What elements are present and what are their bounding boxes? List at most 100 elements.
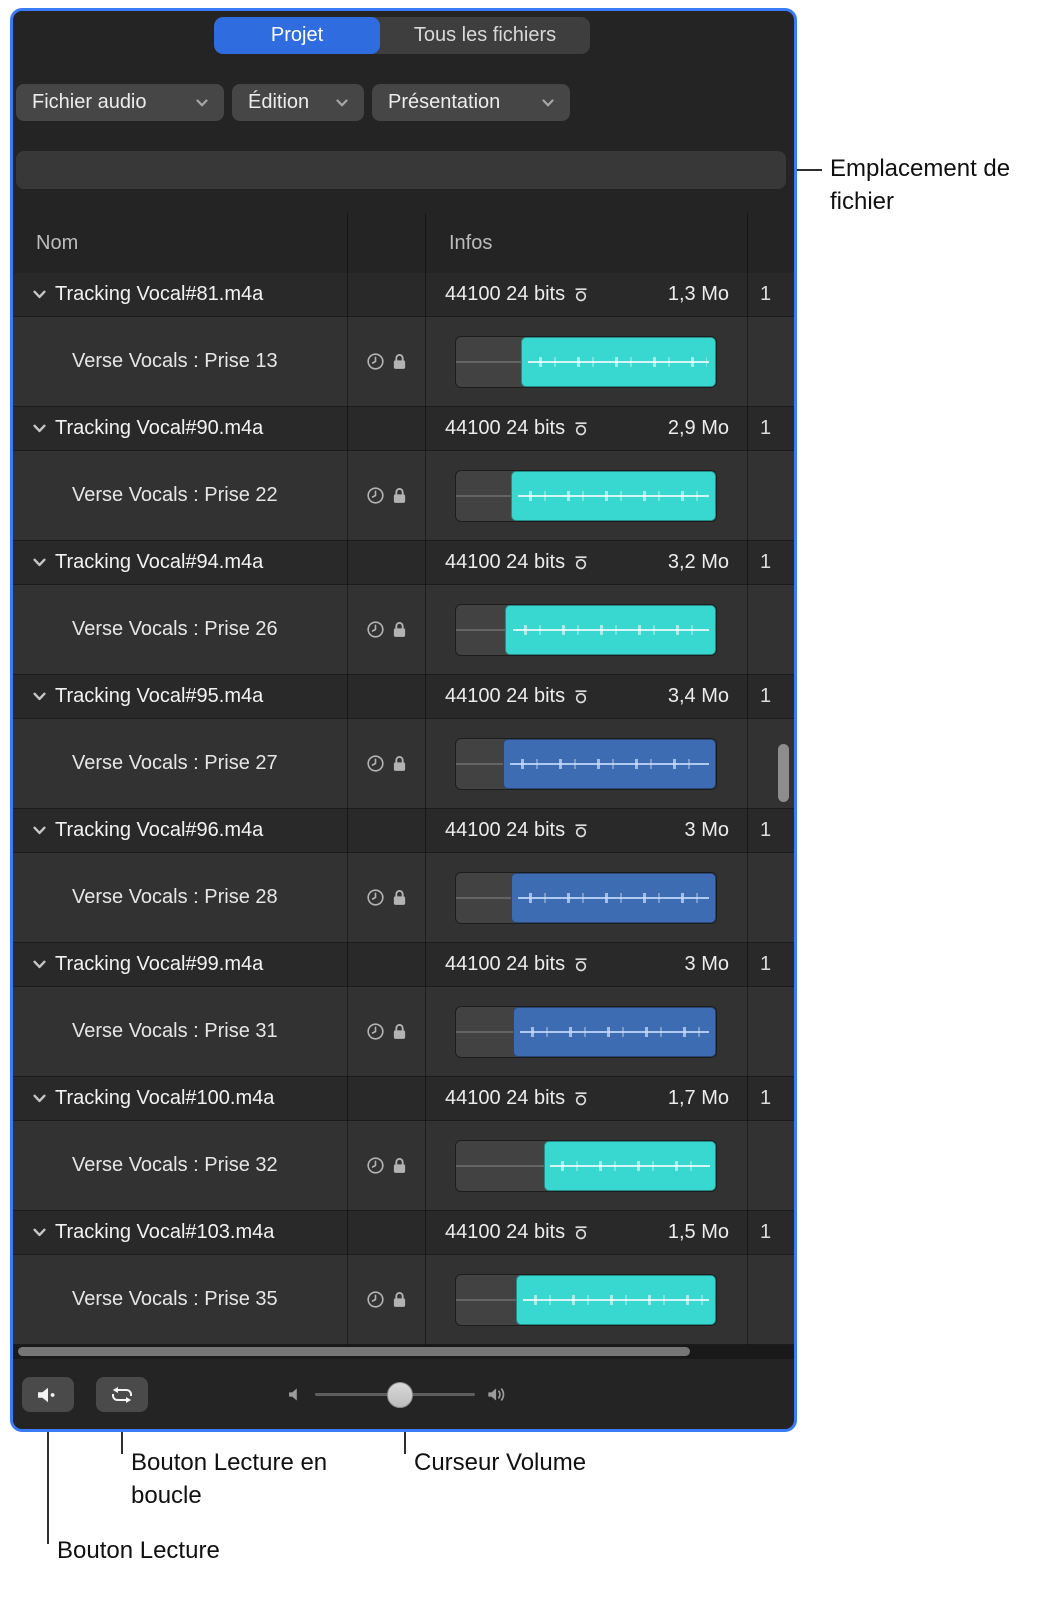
waveform-region bbox=[510, 470, 716, 521]
waveform-thumbnail[interactable] bbox=[455, 469, 717, 522]
waveform-thumbnail[interactable] bbox=[455, 335, 717, 388]
take-name: Verse Vocals : Prise 35 bbox=[72, 1288, 278, 1310]
file-name: Tracking Vocal#90.m4a bbox=[55, 417, 264, 439]
menu-bar: Fichier audio Édition Présentation bbox=[16, 84, 570, 121]
menu-edition-label: Édition bbox=[248, 91, 310, 113]
chevron-down-icon[interactable] bbox=[33, 1228, 46, 1237]
sample-format: 44100 24 bits bbox=[445, 953, 566, 975]
horizontal-scrollbar[interactable] bbox=[13, 1345, 794, 1359]
file-name: Tracking Vocal#103.m4a bbox=[55, 1221, 275, 1243]
take-row[interactable]: Verse Vocals : Prise 27 bbox=[13, 719, 794, 809]
waveform-thumbnail[interactable] bbox=[455, 603, 717, 656]
clipped-cell: 1 bbox=[760, 953, 772, 975]
audio-file-row[interactable]: Tracking Vocal#81.m4a 44100 24 bits 1,3 … bbox=[13, 273, 794, 317]
tab-tous-les-fichiers[interactable]: Tous les fichiers bbox=[413, 24, 557, 46]
bit-depth-icon bbox=[573, 1091, 589, 1106]
waveform-thumbnail[interactable] bbox=[455, 1273, 717, 1326]
take-row[interactable]: Verse Vocals : Prise 35 bbox=[13, 1255, 794, 1345]
waveform-region bbox=[521, 336, 716, 387]
clock-icon bbox=[366, 1290, 385, 1309]
loop-playback-button[interactable] bbox=[96, 1377, 148, 1412]
file-size: 1,5 Mo bbox=[667, 1221, 729, 1243]
take-row[interactable]: Verse Vocals : Prise 31 bbox=[13, 987, 794, 1077]
file-name: Tracking Vocal#96.m4a bbox=[55, 819, 264, 841]
chevron-down-icon[interactable] bbox=[33, 1094, 46, 1103]
sample-format: 44100 24 bits bbox=[445, 283, 566, 305]
waveform-thumbnail[interactable] bbox=[455, 1139, 717, 1192]
waveform-pre-region bbox=[456, 1007, 514, 1057]
file-name: Tracking Vocal#99.m4a bbox=[55, 953, 264, 975]
bit-depth-icon bbox=[573, 689, 589, 704]
waveform-region bbox=[544, 1140, 716, 1191]
menu-edition[interactable]: Édition bbox=[232, 84, 364, 121]
callout-play-button: Bouton Lecture bbox=[57, 1537, 220, 1564]
clock-icon bbox=[366, 352, 385, 371]
column-header-nom[interactable]: Nom bbox=[36, 231, 79, 254]
volume-slider-knob[interactable] bbox=[386, 1381, 413, 1408]
take-row[interactable]: Verse Vocals : Prise 28 bbox=[13, 853, 794, 943]
take-row[interactable]: Verse Vocals : Prise 13 bbox=[13, 317, 794, 407]
menu-presentation[interactable]: Présentation bbox=[372, 84, 570, 121]
bit-depth-icon bbox=[573, 957, 589, 972]
audio-file-row[interactable]: Tracking Vocal#94.m4a 44100 24 bits 3,2 … bbox=[13, 541, 794, 585]
chevron-down-icon bbox=[542, 99, 554, 107]
clock-icon bbox=[366, 1156, 385, 1175]
volume-slider-track[interactable] bbox=[315, 1381, 475, 1408]
chevron-down-icon[interactable] bbox=[33, 424, 46, 433]
chevron-down-icon[interactable] bbox=[33, 558, 46, 567]
table-header: Nom Infos bbox=[13, 213, 794, 273]
take-row[interactable]: Verse Vocals : Prise 22 bbox=[13, 451, 794, 541]
clipped-cell: 1 bbox=[760, 551, 772, 573]
lock-icon bbox=[392, 1022, 407, 1041]
tab-projet[interactable]: Projet bbox=[214, 17, 380, 54]
audio-file-row[interactable]: Tracking Vocal#95.m4a 44100 24 bits 3,4 … bbox=[13, 675, 794, 719]
speaker-loud-icon bbox=[487, 1387, 509, 1402]
take-name: Verse Vocals : Prise 28 bbox=[72, 886, 278, 908]
lock-icon bbox=[392, 1290, 407, 1309]
clipped-cell: 1 bbox=[760, 1087, 772, 1109]
clipped-cell: 1 bbox=[760, 417, 772, 439]
take-row[interactable]: Verse Vocals : Prise 32 bbox=[13, 1121, 794, 1211]
chevron-down-icon[interactable] bbox=[33, 290, 46, 299]
audio-file-row[interactable]: Tracking Vocal#99.m4a 44100 24 bits 3 Mo… bbox=[13, 943, 794, 987]
waveform-region bbox=[513, 1006, 716, 1057]
waveform-pre-region bbox=[456, 739, 503, 789]
chevron-down-icon[interactable] bbox=[33, 960, 46, 969]
audio-file-row[interactable]: Tracking Vocal#90.m4a 44100 24 bits 2,9 … bbox=[13, 407, 794, 451]
callout-loop-button: Bouton Lecture en boucle bbox=[131, 1449, 328, 1509]
vertical-scrollbar-thumb[interactable] bbox=[778, 744, 789, 802]
take-name: Verse Vocals : Prise 26 bbox=[72, 618, 278, 640]
audio-file-row[interactable]: Tracking Vocal#100.m4a 44100 24 bits 1,7… bbox=[13, 1077, 794, 1121]
take-name: Verse Vocals : Prise 27 bbox=[72, 752, 278, 774]
column-header-infos[interactable]: Infos bbox=[449, 231, 493, 254]
file-size: 1,7 Mo bbox=[667, 1087, 729, 1109]
menu-fichier-audio[interactable]: Fichier audio bbox=[16, 84, 224, 121]
bit-depth-icon bbox=[573, 823, 589, 838]
audio-file-row[interactable]: Tracking Vocal#103.m4a 44100 24 bits 1,5… bbox=[13, 1211, 794, 1255]
clock-icon bbox=[366, 486, 385, 505]
file-list: Tracking Vocal#81.m4a 44100 24 bits 1,3 … bbox=[13, 273, 794, 1345]
clock-icon bbox=[366, 1022, 385, 1041]
waveform-thumbnail[interactable] bbox=[455, 1005, 717, 1058]
menu-presentation-label: Présentation bbox=[388, 91, 501, 113]
file-name: Tracking Vocal#81.m4a bbox=[55, 283, 264, 305]
file-location-field[interactable] bbox=[16, 151, 786, 189]
play-button[interactable] bbox=[22, 1377, 74, 1412]
file-size: 3 Mo bbox=[684, 953, 729, 975]
file-size: 3,2 Mo bbox=[667, 551, 729, 573]
chevron-down-icon[interactable] bbox=[33, 826, 46, 835]
bit-depth-icon bbox=[573, 287, 589, 302]
clipped-cell: 1 bbox=[760, 1221, 772, 1243]
take-row[interactable]: Verse Vocals : Prise 26 bbox=[13, 585, 794, 675]
chevron-down-icon bbox=[196, 99, 208, 107]
menu-fichier-audio-label: Fichier audio bbox=[32, 91, 147, 113]
audio-file-row[interactable]: Tracking Vocal#96.m4a 44100 24 bits 3 Mo… bbox=[13, 809, 794, 853]
clipped-cell: 1 bbox=[760, 685, 772, 707]
waveform-thumbnail[interactable] bbox=[455, 737, 717, 790]
sample-format: 44100 24 bits bbox=[445, 819, 566, 841]
horizontal-scrollbar-thumb[interactable] bbox=[18, 1347, 690, 1356]
waveform-thumbnail[interactable] bbox=[455, 871, 717, 924]
take-name: Verse Vocals : Prise 31 bbox=[72, 1020, 278, 1042]
chevron-down-icon[interactable] bbox=[33, 692, 46, 701]
bit-depth-icon bbox=[573, 1225, 589, 1240]
